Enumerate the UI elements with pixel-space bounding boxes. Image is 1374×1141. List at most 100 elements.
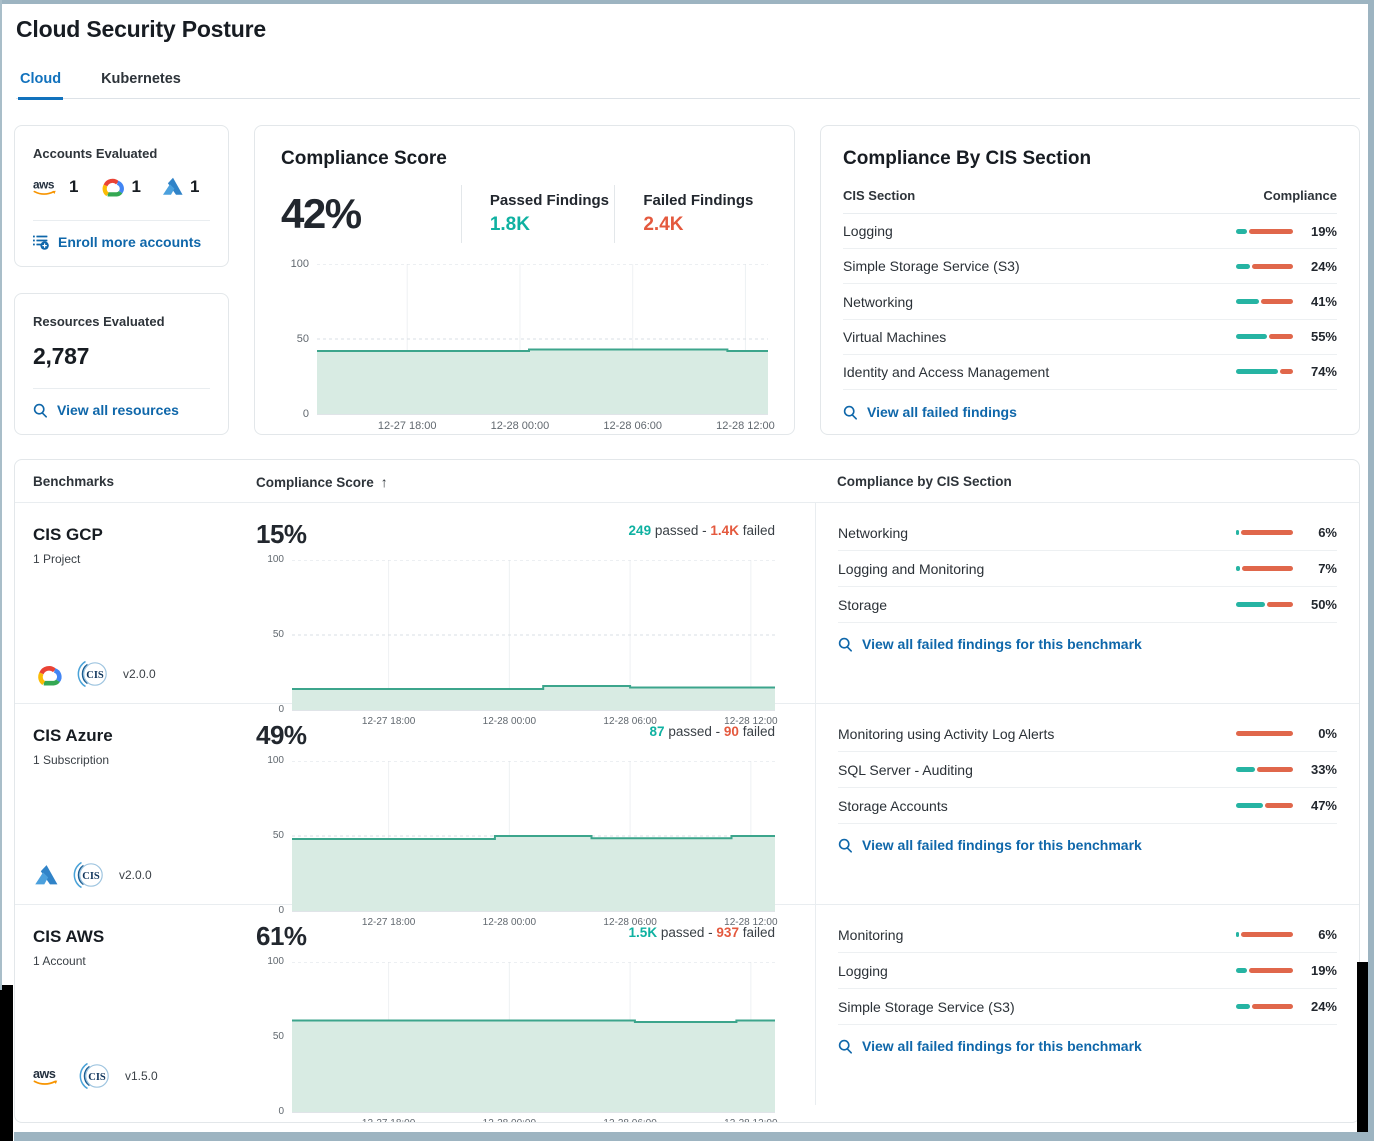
cis-section-row[interactable]: Logging 19% (843, 214, 1337, 250)
view-all-resources-label: View all resources (57, 402, 179, 418)
compliance-percent: 6% (1318, 525, 1337, 540)
cis-section-column-header: CIS Section (843, 188, 916, 203)
view-failed-findings-benchmark-label: View all failed findings for this benchm… (862, 837, 1142, 853)
cis-section-row[interactable]: Identity and Access Management 74% (843, 355, 1337, 391)
compliance-bar (1236, 299, 1293, 304)
cis-logo-icon: CIS (72, 858, 106, 892)
cis-table-header: CIS Section Compliance (843, 188, 1337, 214)
benchmarks-table: Benchmarks Compliance Score ↑ Compliance… (14, 459, 1360, 1123)
view-all-resources-link[interactable]: View all resources (33, 402, 210, 418)
cis-section-row[interactable]: SQL Server - Auditing 33% (838, 752, 1337, 788)
benchmark-scope: 1 Subscription (33, 753, 110, 767)
compliance-percent: 74% (1310, 364, 1337, 380)
cis-section-row[interactable]: Networking 41% (843, 284, 1337, 320)
azure-icon (33, 864, 59, 886)
cis-section-name: Logging (838, 962, 888, 979)
search-icon (843, 405, 858, 420)
view-all-failed-findings-label: View all failed findings (867, 404, 1017, 421)
svg-text:CIS: CIS (88, 1072, 106, 1083)
cis-section-name: Simple Storage Service (S3) (838, 998, 1015, 1015)
cis-section-name: Virtual Machines (843, 328, 947, 345)
benchmark-scope: 1 Account (33, 954, 86, 968)
azure-account-count: 1 (161, 177, 199, 197)
cis-section-row[interactable]: Simple Storage Service (S3) 24% (838, 989, 1337, 1025)
benchmark-info: CIS GCP 1 Project CIS v2.0.0 (33, 503, 256, 703)
enroll-more-accounts-link[interactable]: Enroll more accounts (33, 234, 210, 250)
compliance-bar (1236, 602, 1293, 607)
cis-section-name: Networking (838, 524, 909, 541)
chart-plot-area[interactable] (292, 962, 775, 1113)
benchmark-score-column: 49% 87 passed - 90 failed 0 50 100 12-27 1… (256, 704, 815, 928)
passed-findings-label: Passed Findings (489, 192, 610, 209)
benchmark-row-cis-gcp[interactable]: CIS GCP 1 Project CIS v2.0.0 15% 249 pas… (15, 503, 1359, 727)
compliance-bar (1236, 228, 1293, 234)
benchmark-score-column: 15% 249 passed - 1.4K failed 0 50 100 12-2… (256, 503, 815, 727)
passed-failed-summary: 249 passed - 1.4K failed (628, 523, 775, 538)
cis-section-row[interactable]: Monitoring using Activity Log Alerts 0% (838, 716, 1337, 752)
cis-section-row[interactable]: Logging and Monitoring 7% (838, 551, 1337, 587)
compliance-percent: 6% (1318, 927, 1337, 942)
compliance-percent: 24% (1310, 258, 1337, 274)
benchmark-row-cis-azure[interactable]: CIS Azure 1 Subscription CIS v2.0.0 49% … (15, 704, 1359, 928)
provider-counts: aws 1 1 1 (33, 176, 210, 197)
search-icon (838, 637, 853, 652)
view-failed-findings-benchmark-link[interactable]: View all failed findings for this benchm… (838, 837, 1337, 853)
chart-plot-area[interactable] (292, 761, 775, 912)
azure-count-value: 1 (189, 176, 200, 196)
cis-section-name: SQL Server - Auditing (838, 761, 973, 778)
tab-cloud[interactable]: Cloud (18, 71, 64, 100)
benchmarks-column-header[interactable]: Benchmarks (33, 474, 115, 489)
compliance-percent: 7% (1318, 561, 1337, 576)
benchmark-score-value: 61% (256, 921, 307, 951)
tab-bar: Cloud Kubernetes (16, 71, 1360, 100)
compliance-bar (1236, 263, 1293, 269)
view-failed-findings-benchmark-label: View all failed findings for this benchm… (862, 1038, 1142, 1054)
compliance-bar (1236, 334, 1293, 340)
cis-section-row[interactable]: Storage Accounts 47% (838, 788, 1337, 824)
compliance-percent: 55% (1310, 329, 1337, 345)
window-frame-bottom (14, 1132, 1374, 1141)
benchmark-row-cis-aws[interactable]: CIS AWS 1 Account aws CIS v1.5.0 61% 1.5… (15, 905, 1359, 1122)
gcp-count-value: 1 (131, 176, 141, 196)
cis-section-name: Storage Accounts (838, 797, 948, 814)
view-failed-findings-benchmark-link[interactable]: View all failed findings for this benchm… (838, 636, 1337, 652)
aws-count-value: 1 (69, 176, 79, 196)
search-icon (838, 838, 853, 853)
cis-section-name: Logging and Monitoring (838, 560, 985, 577)
view-failed-findings-benchmark-link[interactable]: View all failed findings for this benchm… (838, 1038, 1337, 1054)
cis-section-row[interactable]: Simple Storage Service (S3) 24% (843, 249, 1337, 285)
failed-findings-value: 2.4K (643, 214, 684, 235)
benchmark-version: v2.0.0 (123, 667, 156, 681)
view-all-failed-findings-link[interactable]: View all failed findings (843, 404, 1337, 420)
compliance-score-column-header[interactable]: Compliance Score ↑ (256, 474, 815, 490)
compliance-bar (1236, 530, 1293, 535)
resources-evaluated-title: Resources Evaluated (33, 314, 165, 329)
compliance-bar (1236, 566, 1293, 571)
cis-sections-column-header: Compliance by CIS Section (837, 474, 1012, 489)
compliance-score-card: Compliance Score 42% Passed Findings 1.8… (254, 125, 795, 435)
resources-evaluated-value: 2,787 (33, 343, 90, 369)
view-failed-findings-benchmark-label: View all failed findings for this benchm… (862, 636, 1142, 652)
tab-kubernetes[interactable]: Kubernetes (101, 71, 181, 87)
left-summary-column: Accounts Evaluated aws 1 1 (14, 125, 229, 435)
cis-section-row[interactable]: Networking 6% (838, 515, 1337, 551)
resources-evaluated-card: Resources Evaluated 2,787 View all resou… (14, 293, 229, 435)
compliance-bar (1236, 968, 1293, 973)
benchmark-name: CIS GCP (33, 525, 103, 544)
cis-section-row[interactable]: Virtual Machines 55% (843, 320, 1337, 355)
cis-section-rows: Monitoring 6% Logging 19% Simple Storage… (838, 917, 1337, 1025)
chart-plot-area[interactable] (292, 560, 775, 711)
enroll-accounts-icon (33, 234, 49, 250)
enroll-more-accounts-label: Enroll more accounts (58, 234, 202, 250)
passed-findings-block: Passed Findings 1.8K (462, 192, 615, 236)
chart-y-axis: 0 50 100 (267, 755, 284, 916)
chart-plot-area[interactable] (317, 264, 768, 415)
cis-section-row[interactable]: Storage 50% (838, 587, 1337, 623)
compliance-percent: 24% (1310, 999, 1337, 1014)
cis-section-row[interactable]: Logging 19% (838, 953, 1337, 989)
cis-section-row[interactable]: Monitoring 6% (838, 917, 1337, 953)
overall-compliance-trend-chart: 0 50 100 12-27 18:00 12-28 00:00 12-28 06:00… (281, 258, 775, 432)
